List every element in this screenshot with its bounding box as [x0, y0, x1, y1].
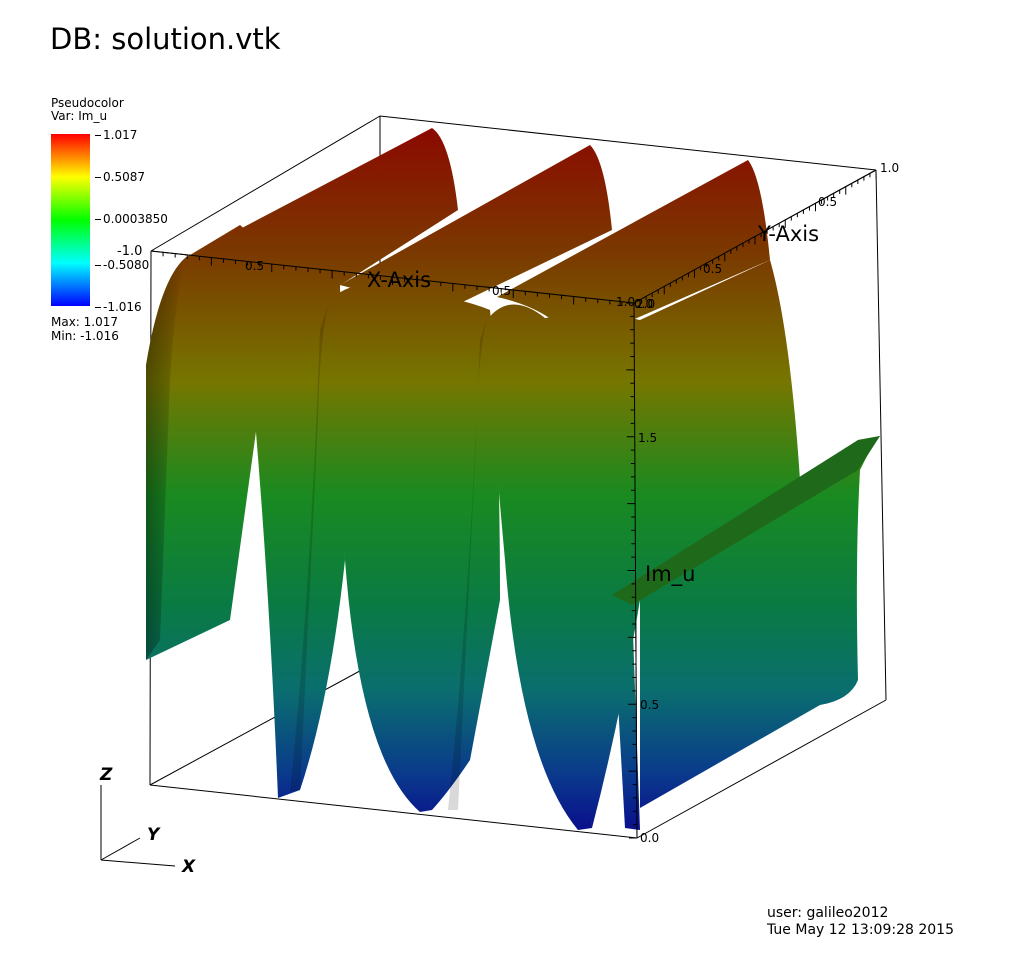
colorbar-tick: -0.5080 — [94, 258, 150, 272]
triad-z-label: Z — [99, 765, 113, 785]
x-tick-label: 1.0 — [616, 295, 635, 309]
z-axis-title: Im_u — [645, 562, 695, 587]
z-tick-label: 0.5 — [640, 698, 659, 712]
y-tick-label: 0.5 — [818, 195, 837, 209]
y-tick-label: 0.5 — [703, 262, 722, 276]
colorbar — [51, 134, 90, 306]
z-tick-label: 0.0 — [640, 831, 659, 845]
z-tick-label: 2.0 — [636, 297, 655, 311]
triad-y-label: Y — [147, 825, 161, 845]
x-axis-title: X-Axis — [367, 268, 431, 292]
y-tick-label: 0.0 — [634, 297, 653, 311]
z-tick-label: 1.5 — [638, 431, 657, 445]
axis-tick-marks — [150, 170, 877, 839]
colorbar-tick: 0.0003850 — [95, 212, 168, 226]
legend-max: Max: 1.017 — [51, 315, 119, 329]
triad-x-label: X — [181, 857, 196, 877]
page-title: DB: solution.vtk — [50, 22, 281, 56]
x-tick-label: 0.5 — [245, 259, 264, 273]
footer-info: user: galileo2012 Tue May 12 13:09:28 20… — [767, 905, 954, 939]
footer-user: user: galileo2012 — [767, 905, 889, 921]
y-tick-label: 1.0 — [880, 161, 899, 175]
legend-plot-type: Pseudocolor — [51, 96, 124, 110]
legend-var-label: Var: Im_u — [51, 109, 108, 123]
footer-date: Tue May 12 13:09:28 2015 — [767, 922, 954, 938]
orientation-triad — [100, 785, 176, 867]
x-tick-label: 0.5 — [492, 284, 511, 298]
colorbar-tick: 0.5087 — [95, 170, 145, 184]
x-tick-label: -1.0 — [117, 244, 142, 259]
surface — [146, 128, 880, 830]
colorbar-tick: -1.016 — [95, 300, 142, 314]
colorbar-tick: 1.017 — [94, 128, 138, 142]
legend-min: Min: -1.016 — [51, 329, 119, 343]
y-axis-title: Y-Axis — [757, 222, 819, 246]
